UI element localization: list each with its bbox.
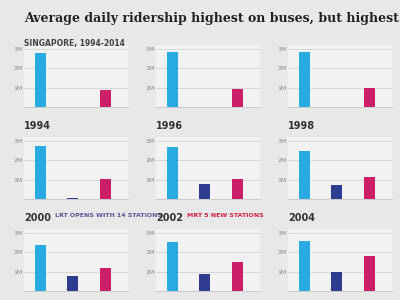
Text: MRT 5 NEW STATIONS: MRT 5 NEW STATIONS — [187, 213, 264, 218]
Text: 2000: 2000 — [24, 213, 51, 223]
Bar — [364, 177, 375, 199]
Bar — [232, 179, 243, 199]
Bar — [298, 52, 310, 107]
Text: 1996: 1996 — [156, 121, 183, 130]
Bar — [298, 241, 310, 291]
Bar — [199, 274, 210, 291]
Text: 2004: 2004 — [288, 213, 315, 223]
Bar — [331, 272, 342, 291]
Bar — [100, 179, 111, 199]
Text: 1998: 1998 — [288, 121, 315, 130]
Text: Average daily ridership highest on buses, but highest growth on MRT: Average daily ridership highest on buses… — [24, 12, 400, 25]
Bar — [331, 185, 342, 199]
Bar — [67, 198, 78, 199]
Bar — [364, 88, 375, 107]
Text: 1994: 1994 — [24, 121, 51, 130]
Bar — [100, 268, 111, 291]
Text: SINGAPORE, 1994-2014: SINGAPORE, 1994-2014 — [24, 39, 125, 48]
Bar — [67, 275, 78, 291]
Bar — [364, 256, 375, 291]
Bar — [199, 184, 210, 199]
Bar — [166, 242, 178, 291]
Bar — [232, 88, 243, 107]
Bar — [34, 244, 46, 291]
Bar — [166, 147, 178, 199]
Bar — [232, 262, 243, 291]
Text: 2002: 2002 — [156, 213, 183, 223]
Bar — [298, 151, 310, 199]
Bar — [166, 52, 178, 107]
Bar — [34, 146, 46, 199]
Bar — [100, 90, 111, 107]
Text: LRT OPENS WITH 14 STATIONS: LRT OPENS WITH 14 STATIONS — [55, 213, 162, 218]
Bar — [34, 53, 46, 107]
